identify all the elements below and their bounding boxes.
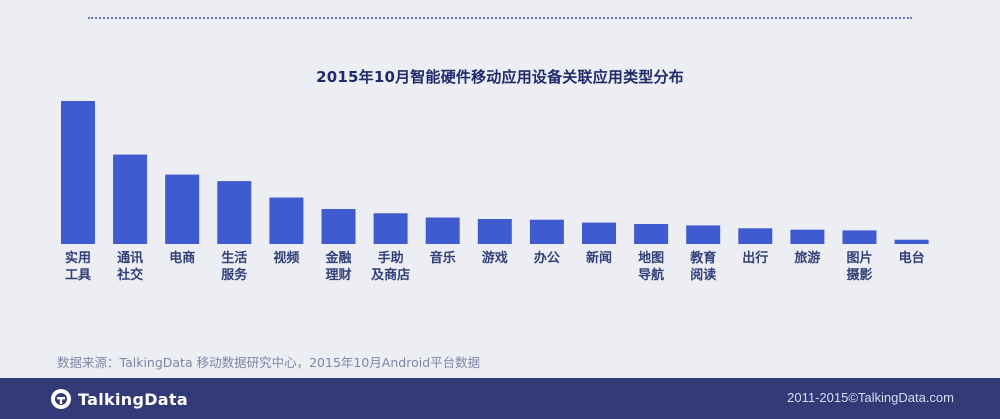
category-label: 图片摄影 bbox=[846, 250, 872, 283]
bar-游戏 bbox=[477, 219, 512, 244]
bar-实用工具 bbox=[61, 101, 95, 244]
bar-教育阅读 bbox=[686, 225, 721, 244]
category-label: 教育阅读 bbox=[689, 250, 716, 283]
bar-生活服务 bbox=[217, 181, 252, 244]
category-label: 电商 bbox=[169, 250, 195, 266]
bar-通讯社交 bbox=[113, 154, 148, 244]
category-label: 新闻 bbox=[586, 250, 612, 266]
category-label: 办公 bbox=[534, 250, 560, 266]
logo-text: TalkingData bbox=[78, 389, 188, 409]
category-label: 出行 bbox=[742, 250, 768, 266]
source-note: 数据来源：TalkingData 移动数据研究中心，2015年10月Androi… bbox=[57, 355, 481, 370]
category-label: 旅游 bbox=[794, 250, 820, 266]
bar-音乐 bbox=[425, 217, 460, 244]
category-label: 音乐 bbox=[430, 250, 456, 266]
talkingdata-logo: TalkingData bbox=[50, 386, 188, 412]
chart-title: 2015年10月智能硬件移动应用设备关联应用类型分布 bbox=[316, 68, 684, 86]
bar-金融理财 bbox=[321, 209, 356, 244]
bar-地图导航 bbox=[634, 224, 669, 244]
bar-手助及商店 bbox=[373, 213, 408, 244]
bar-图片摄影 bbox=[842, 230, 877, 244]
category-label: 通讯社交 bbox=[116, 250, 143, 283]
bar-办公 bbox=[529, 219, 564, 244]
category-label: 手助及商店 bbox=[371, 250, 410, 283]
bar-电台 bbox=[894, 239, 929, 244]
bar-电商 bbox=[165, 174, 200, 244]
category-label: 金融理财 bbox=[324, 250, 351, 283]
copyright-text: 2011-2015©TalkingData.com bbox=[787, 390, 954, 405]
logo-mark-icon bbox=[51, 389, 71, 409]
category-label: 视频 bbox=[273, 250, 299, 266]
dotted-divider bbox=[88, 17, 912, 19]
footer-bar: TalkingData 2011-2015©TalkingData.com bbox=[0, 378, 1000, 419]
category-label: 电台 bbox=[899, 250, 925, 266]
bar-旅游 bbox=[790, 229, 825, 244]
category-label: 生活服务 bbox=[221, 250, 248, 283]
category-label: 实用工具 bbox=[65, 250, 91, 283]
category-label: 游戏 bbox=[482, 250, 508, 266]
category-label: 地图导航 bbox=[638, 250, 664, 283]
bar-视频 bbox=[269, 197, 304, 244]
bar-新闻 bbox=[582, 222, 616, 244]
bar-出行 bbox=[738, 228, 773, 244]
